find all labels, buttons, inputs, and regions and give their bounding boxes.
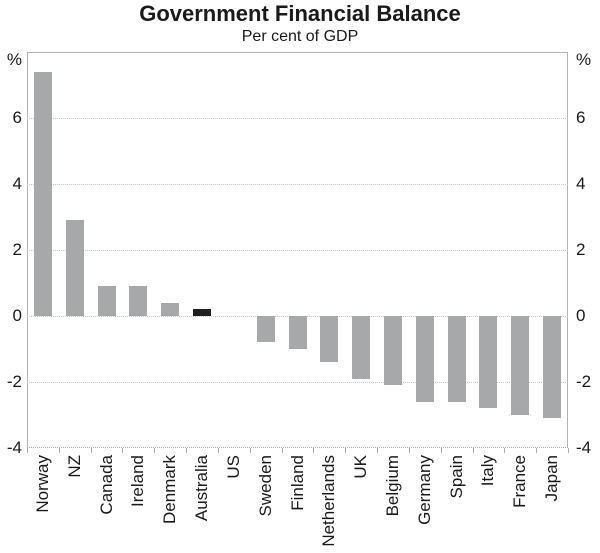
bar-italy <box>479 316 498 409</box>
gridline <box>27 117 568 119</box>
y-axis-label-right: -4 <box>576 438 592 457</box>
bar-france <box>511 316 530 415</box>
x-axis-tick <box>154 448 156 453</box>
bar-finland <box>288 316 307 349</box>
x-axis-label-finland: Finland <box>287 455 307 511</box>
bar-sweden <box>256 316 275 343</box>
bar-belgium <box>383 316 402 386</box>
y-axis-label-left: 4 <box>12 174 22 193</box>
x-axis-label-germany: Germany <box>414 455 434 525</box>
x-axis-tick <box>186 448 188 453</box>
x-axis-tick <box>377 448 379 453</box>
y-axis-label-left: 2 <box>12 240 22 259</box>
x-axis-label-japan: Japan <box>542 455 562 502</box>
x-axis-tick <box>217 448 219 453</box>
x-axis-label-us: US <box>223 455 243 479</box>
x-axis-label-norway: Norway <box>32 455 52 513</box>
y-axis-unit-right: % <box>576 50 592 69</box>
bar-japan <box>543 316 562 419</box>
x-axis-label-ireland: Ireland <box>128 455 148 507</box>
y-axis-label-right: 2 <box>576 240 586 259</box>
gridline <box>27 249 568 251</box>
bar-germany <box>415 316 434 402</box>
bar-norway <box>33 71 52 316</box>
x-axis-label-spain: Spain <box>446 455 466 499</box>
y-axis-unit-left: % <box>6 50 22 69</box>
y-axis-label-right: 0 <box>576 306 586 325</box>
bar-denmark <box>161 302 180 316</box>
bar-nz <box>65 220 84 316</box>
bar-spain <box>447 316 466 402</box>
gridline <box>27 381 568 383</box>
bar-australia <box>193 309 212 316</box>
y-axis-label-right: -2 <box>576 372 592 391</box>
y-axis-label-right: 4 <box>576 174 586 193</box>
x-axis-label-sweden: Sweden <box>255 455 275 517</box>
x-axis-tick <box>536 448 538 453</box>
x-axis-tick <box>345 448 347 453</box>
x-axis-tick <box>281 448 283 453</box>
x-axis-tick <box>122 448 124 453</box>
gridline <box>27 183 568 185</box>
x-axis-label-nz: NZ <box>64 455 84 478</box>
y-axis-label-left: 6 <box>12 108 22 127</box>
chart-subtitle: Per cent of GDP <box>241 28 359 45</box>
y-axis-label-right: 6 <box>576 108 586 127</box>
x-axis-label-netherlands: Netherlands <box>319 455 339 547</box>
x-axis-label-australia: Australia <box>192 455 212 522</box>
y-axis-label-left: 0 <box>12 306 22 325</box>
x-axis-tick <box>27 448 28 453</box>
x-axis-label-denmark: Denmark <box>160 455 180 524</box>
x-axis-label-belgium: Belgium <box>382 455 402 517</box>
x-axis-tick <box>249 448 251 453</box>
x-axis-tick <box>58 448 60 453</box>
y-axis-label-left: -2 <box>6 372 22 391</box>
bar-netherlands <box>320 316 339 363</box>
x-axis-tick <box>472 448 474 453</box>
bar-uk <box>352 316 371 379</box>
x-axis-tick <box>408 448 410 453</box>
x-axis-label-italy: Italy <box>478 455 498 487</box>
y-axis-label-left: -4 <box>6 438 22 457</box>
chart-title: Government Financial Balance <box>139 1 461 26</box>
x-axis-tick <box>504 448 506 453</box>
x-axis-tick <box>440 448 442 453</box>
x-axis-tick <box>90 448 92 453</box>
x-axis-label-france: France <box>510 455 530 508</box>
bar-canada <box>97 286 116 316</box>
x-axis-tick <box>568 448 569 453</box>
bar-ireland <box>129 286 148 316</box>
x-axis-label-uk: UK <box>351 455 371 479</box>
x-axis-label-canada: Canada <box>96 455 116 515</box>
x-axis-tick <box>313 448 315 453</box>
